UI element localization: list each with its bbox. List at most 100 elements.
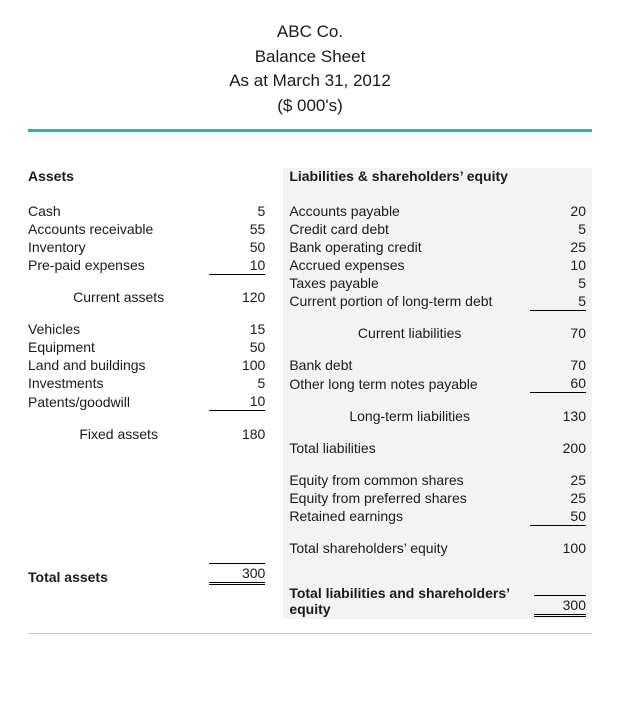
row-patents: Patents/goodwill 10	[28, 392, 265, 411]
label-patents: Patents/goodwill	[28, 392, 209, 411]
value-current-liab-subtotal: 70	[530, 324, 586, 342]
row-boc: Bank operating credit 25	[289, 238, 586, 256]
current-assets-table: Cash 5 Accounts receivable 55 Inventory …	[28, 202, 265, 307]
value-fixed-assets-subtotal: 180	[209, 425, 265, 443]
report-title: Balance Sheet	[28, 45, 592, 70]
value-equipment: 50	[209, 338, 265, 356]
row-cpltd: Current portion of long-term debt 5	[289, 292, 586, 311]
label-ap: Accounts payable	[289, 202, 530, 220]
row-total-liabilities: Total liabilities 200	[289, 439, 586, 457]
value-cash: 5	[209, 202, 265, 220]
label-total-liab-equity: Total liabilities and shareholders’ equi…	[289, 585, 534, 617]
label-common: Equity from common shares	[289, 471, 530, 489]
value-accrued: 10	[530, 256, 586, 274]
label-ar: Accounts receivable	[28, 220, 209, 238]
value-ar: 55	[209, 220, 265, 238]
row-cc: Credit card debt 5	[289, 220, 586, 238]
label-inventory: Inventory	[28, 238, 209, 256]
label-vehicles: Vehicles	[28, 320, 209, 338]
value-preferred: 25	[530, 489, 586, 507]
label-retained: Retained earnings	[289, 507, 530, 526]
units: ($ 000's)	[28, 94, 592, 119]
bottom-rule	[28, 633, 592, 634]
value-retained: 50	[530, 507, 586, 526]
body-columns: Assets Cash 5 Accounts receivable 55 Inv…	[28, 132, 592, 620]
row-taxes: Taxes payable 5	[289, 274, 586, 292]
value-taxes: 5	[530, 274, 586, 292]
label-accrued: Accrued expenses	[289, 256, 530, 274]
row-equipment: Equipment 50	[28, 338, 265, 356]
value-cc: 5	[530, 220, 586, 238]
row-common: Equity from common shares 25	[289, 471, 586, 489]
label-current-liab-subtotal: Current liabilities	[289, 324, 530, 342]
liabilities-heading: Liabilities & shareholders’ equity	[289, 168, 586, 184]
value-boc: 25	[530, 238, 586, 256]
label-equipment: Equipment	[28, 338, 209, 356]
row-current-assets-subtotal: Current assets 120	[28, 288, 265, 306]
total-liab-equity-row: Total liabilities and shareholders’ equi…	[289, 585, 586, 619]
row-longterm-subtotal: Long-term liabilities 130	[289, 407, 586, 425]
equity-table: Equity from common shares 25 Equity from…	[289, 471, 586, 558]
row-bankdebt: Bank debt 70	[289, 356, 586, 374]
row-cash: Cash 5	[28, 202, 265, 220]
label-total-liabilities: Total liabilities	[289, 439, 530, 457]
row-inventory: Inventory 50	[28, 238, 265, 256]
longterm-liabilities-table: Bank debt 70 Other long term notes payab…	[289, 356, 586, 425]
value-total-assets: 300	[209, 563, 265, 585]
row-investments: Investments 5	[28, 374, 265, 392]
value-land: 100	[209, 356, 265, 374]
value-inventory: 50	[209, 238, 265, 256]
label-cc: Credit card debt	[289, 220, 530, 238]
fixed-assets-table: Vehicles 15 Equipment 50 Land and buildi…	[28, 320, 265, 443]
value-current-assets-subtotal: 120	[209, 288, 265, 306]
row-accrued: Accrued expenses 10	[289, 256, 586, 274]
value-longterm-subtotal: 130	[530, 407, 586, 425]
balance-sheet-page: ABC Co. Balance Sheet As at March 31, 20…	[0, 0, 620, 658]
header: ABC Co. Balance Sheet As at March 31, 20…	[28, 20, 592, 129]
value-notes: 60	[530, 374, 586, 393]
value-cpltd: 5	[530, 292, 586, 311]
value-common: 25	[530, 471, 586, 489]
company-name: ABC Co.	[28, 20, 592, 45]
label-notes: Other long term notes payable	[289, 374, 530, 393]
label-fixed-assets-subtotal: Fixed assets	[28, 425, 209, 443]
value-patents: 10	[209, 392, 265, 411]
value-vehicles: 15	[209, 320, 265, 338]
value-total-equity: 100	[530, 539, 586, 557]
liabilities-column: Liabilities & shareholders’ equity Accou…	[283, 168, 592, 620]
row-vehicles: Vehicles 15	[28, 320, 265, 338]
label-taxes: Taxes payable	[289, 274, 530, 292]
label-cash: Cash	[28, 202, 209, 220]
as-at-date: As at March 31, 2012	[28, 69, 592, 94]
current-liabilities-table: Accounts payable 20 Credit card debt 5 B…	[289, 202, 586, 343]
row-fixed-assets-subtotal: Fixed assets 180	[28, 425, 265, 443]
label-land: Land and buildings	[28, 356, 209, 374]
assets-column: Assets Cash 5 Accounts receivable 55 Inv…	[28, 168, 265, 620]
value-total-liab-equity: 300	[534, 595, 586, 617]
label-total-assets: Total assets	[28, 569, 108, 585]
value-bankdebt: 70	[530, 356, 586, 374]
value-ap: 20	[530, 202, 586, 220]
label-prepaid: Pre-paid expenses	[28, 256, 209, 275]
row-total-equity: Total shareholders’ equity 100	[289, 539, 586, 557]
label-preferred: Equity from preferred shares	[289, 489, 530, 507]
row-ap: Accounts payable 20	[289, 202, 586, 220]
label-longterm-subtotal: Long-term liabilities	[289, 407, 530, 425]
total-assets-row: Total assets 300	[28, 563, 265, 587]
row-land: Land and buildings 100	[28, 356, 265, 374]
row-preferred: Equity from preferred shares 25	[289, 489, 586, 507]
value-total-liabilities: 200	[530, 439, 586, 457]
value-prepaid: 10	[209, 256, 265, 275]
value-investments: 5	[209, 374, 265, 392]
label-total-equity: Total shareholders’ equity	[289, 539, 530, 557]
label-current-assets-subtotal: Current assets	[28, 288, 209, 306]
assets-heading: Assets	[28, 168, 265, 184]
row-current-liab-subtotal: Current liabilities 70	[289, 324, 586, 342]
row-notes: Other long term notes payable 60	[289, 374, 586, 393]
label-investments: Investments	[28, 374, 209, 392]
label-boc: Bank operating credit	[289, 238, 530, 256]
row-ar: Accounts receivable 55	[28, 220, 265, 238]
row-retained: Retained earnings 50	[289, 507, 586, 526]
label-bankdebt: Bank debt	[289, 356, 530, 374]
total-liabilities-table: Total liabilities 200	[289, 439, 586, 457]
